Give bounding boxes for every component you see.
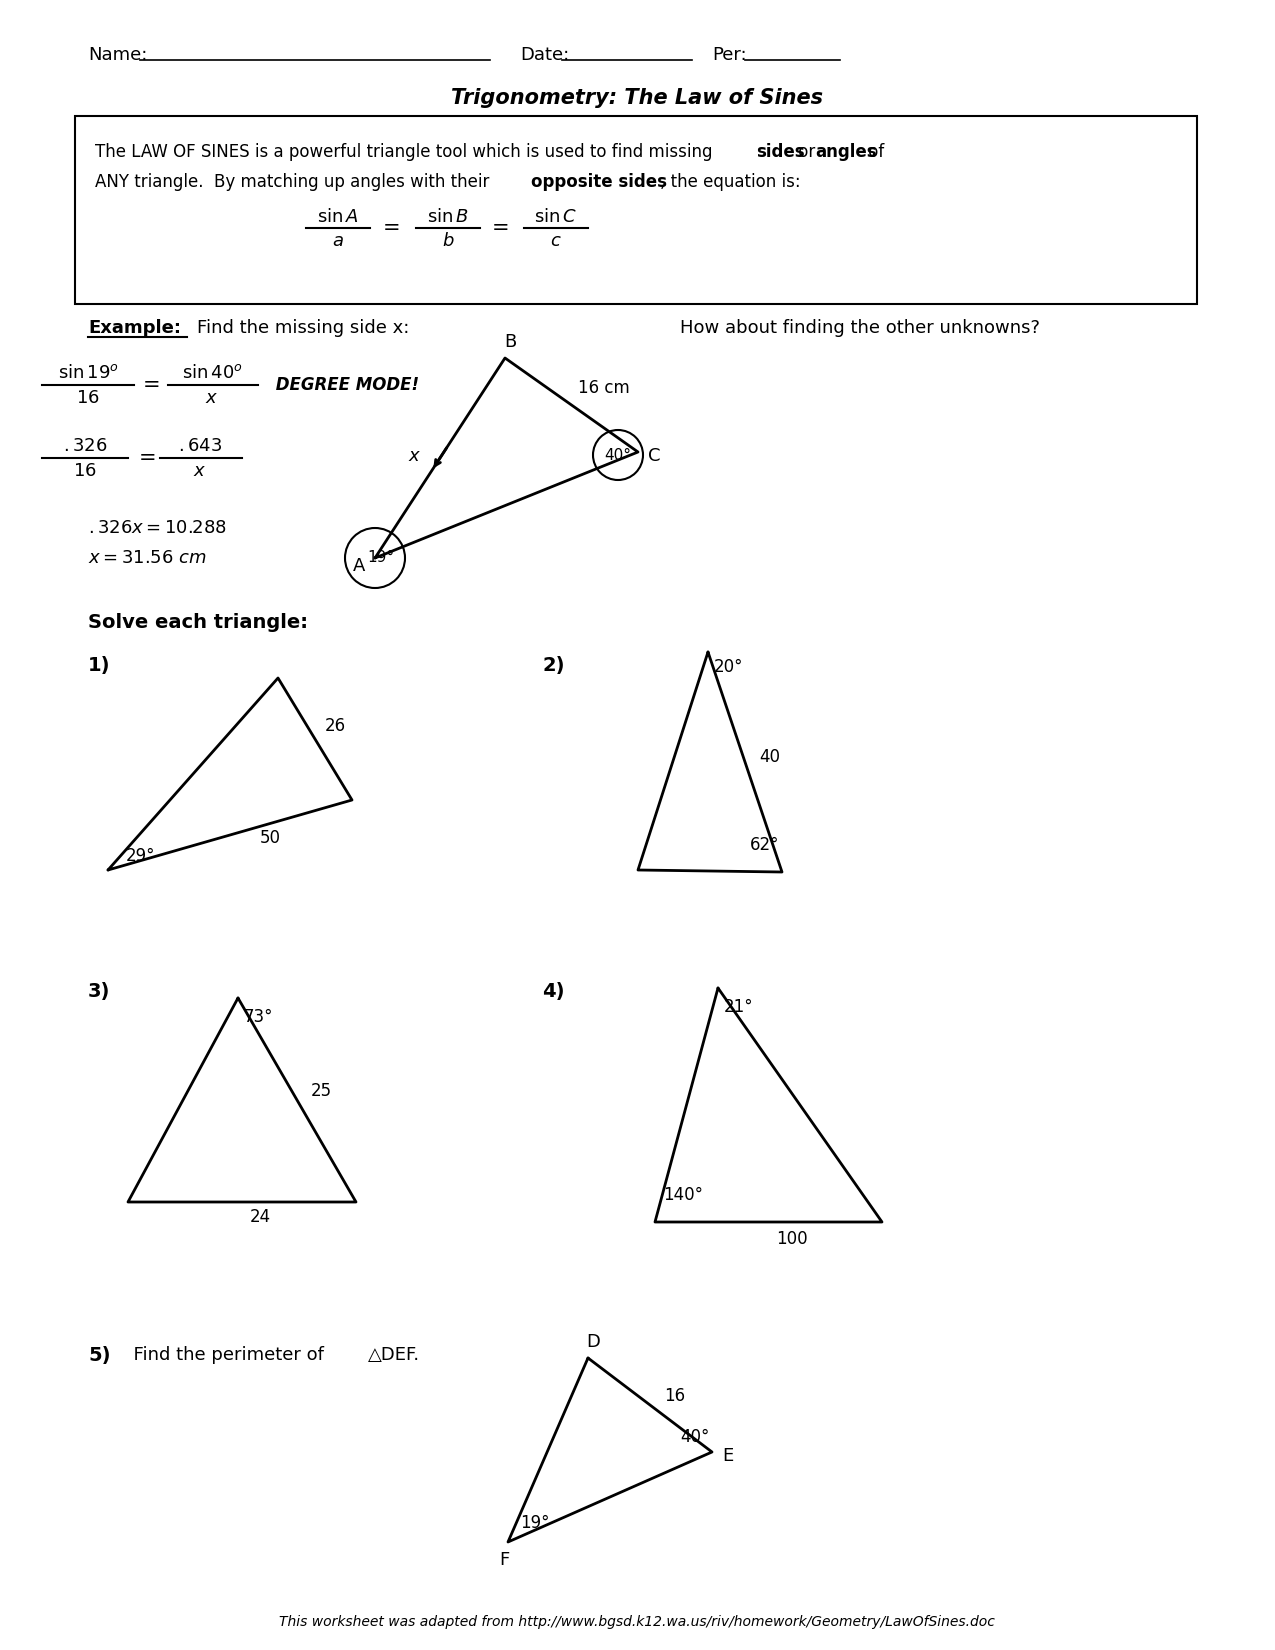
- Text: 100: 100: [776, 1229, 808, 1247]
- Text: sides: sides: [756, 144, 805, 162]
- Text: 3): 3): [88, 982, 111, 1002]
- Text: opposite sides: opposite sides: [530, 173, 667, 191]
- Text: $\sin 40^o$: $\sin 40^o$: [181, 365, 242, 383]
- Text: 4): 4): [542, 982, 565, 1002]
- Text: 25: 25: [311, 1082, 332, 1101]
- Text: 73°: 73°: [244, 1008, 274, 1026]
- Text: =: =: [384, 218, 400, 238]
- Text: =: =: [139, 449, 157, 469]
- Text: $\sin C$: $\sin C$: [534, 208, 578, 226]
- Text: 62°: 62°: [750, 837, 779, 855]
- Text: Per:: Per:: [711, 46, 747, 64]
- Text: 50: 50: [260, 828, 280, 846]
- Text: 16: 16: [664, 1388, 685, 1406]
- Text: Solve each triangle:: Solve each triangle:: [88, 612, 309, 632]
- Text: Name:: Name:: [88, 46, 148, 64]
- Text: $16$: $16$: [76, 389, 99, 408]
- Text: $c$: $c$: [551, 233, 562, 251]
- Text: 140°: 140°: [663, 1186, 703, 1204]
- Text: A: A: [353, 558, 365, 574]
- Text: 2): 2): [542, 655, 565, 675]
- Text: 26: 26: [325, 718, 346, 734]
- Text: C: C: [648, 447, 660, 465]
- Bar: [75, 116, 1197, 304]
- Text: B: B: [504, 333, 516, 351]
- Text: $.326$: $.326$: [62, 437, 107, 455]
- Text: angles: angles: [815, 144, 877, 162]
- Text: How about finding the other unknowns?: How about finding the other unknowns?: [680, 318, 1040, 337]
- Text: 1): 1): [88, 655, 111, 675]
- Text: 40: 40: [759, 747, 780, 766]
- Text: 21°: 21°: [724, 998, 754, 1016]
- Text: $\sin A$: $\sin A$: [317, 208, 358, 226]
- Text: $x$: $x$: [205, 389, 218, 408]
- Text: of: of: [863, 144, 885, 162]
- Text: ANY triangle.  By matching up angles with their: ANY triangle. By matching up angles with…: [96, 173, 495, 191]
- Text: Date:: Date:: [520, 46, 569, 64]
- Text: The LAW OF SINES is a powerful triangle tool which is used to find missing: The LAW OF SINES is a powerful triangle …: [96, 144, 718, 162]
- Text: or: or: [793, 144, 821, 162]
- Text: x: x: [409, 447, 419, 465]
- Text: Example:: Example:: [88, 318, 181, 337]
- Text: 29°: 29°: [126, 846, 156, 865]
- Text: Trigonometry: The Law of Sines: Trigonometry: The Law of Sines: [451, 87, 822, 107]
- Text: D: D: [586, 1333, 601, 1351]
- Text: $x$: $x$: [194, 462, 207, 480]
- Text: $a$: $a$: [332, 233, 344, 251]
- Text: $b$: $b$: [441, 233, 454, 251]
- Text: △DEF.: △DEF.: [368, 1346, 421, 1365]
- Text: $.643$: $.643$: [179, 437, 222, 455]
- Text: =: =: [143, 375, 161, 394]
- Text: 5): 5): [88, 1345, 111, 1365]
- Text: 19°: 19°: [367, 549, 394, 564]
- Text: $\sin B$: $\sin B$: [427, 208, 469, 226]
- Text: 16 cm: 16 cm: [578, 380, 630, 398]
- Text: $x = 31.56\ cm$: $x = 31.56\ cm$: [88, 549, 207, 568]
- Text: DEGREE MODE!: DEGREE MODE!: [270, 376, 419, 394]
- Text: $16$: $16$: [73, 462, 97, 480]
- Text: , the equation is:: , the equation is:: [660, 173, 801, 191]
- Text: 20°: 20°: [714, 658, 743, 676]
- Text: $.326x = 10.288$: $.326x = 10.288$: [88, 520, 227, 536]
- Text: =: =: [492, 218, 510, 238]
- Text: 40°: 40°: [680, 1427, 709, 1445]
- Text: Find the perimeter of: Find the perimeter of: [122, 1346, 330, 1365]
- Text: This worksheet was adapted from http://www.bgsd.k12.wa.us/riv/homework/Geometry/: This worksheet was adapted from http://w…: [279, 1615, 995, 1629]
- Text: 19°: 19°: [520, 1515, 550, 1531]
- Text: E: E: [723, 1447, 733, 1465]
- Text: $\sin 19^o$: $\sin 19^o$: [57, 365, 119, 383]
- Text: 40°: 40°: [604, 447, 631, 462]
- Text: F: F: [499, 1551, 509, 1569]
- Text: 24: 24: [250, 1208, 272, 1226]
- Text: Find the missing side x:: Find the missing side x:: [198, 318, 409, 337]
